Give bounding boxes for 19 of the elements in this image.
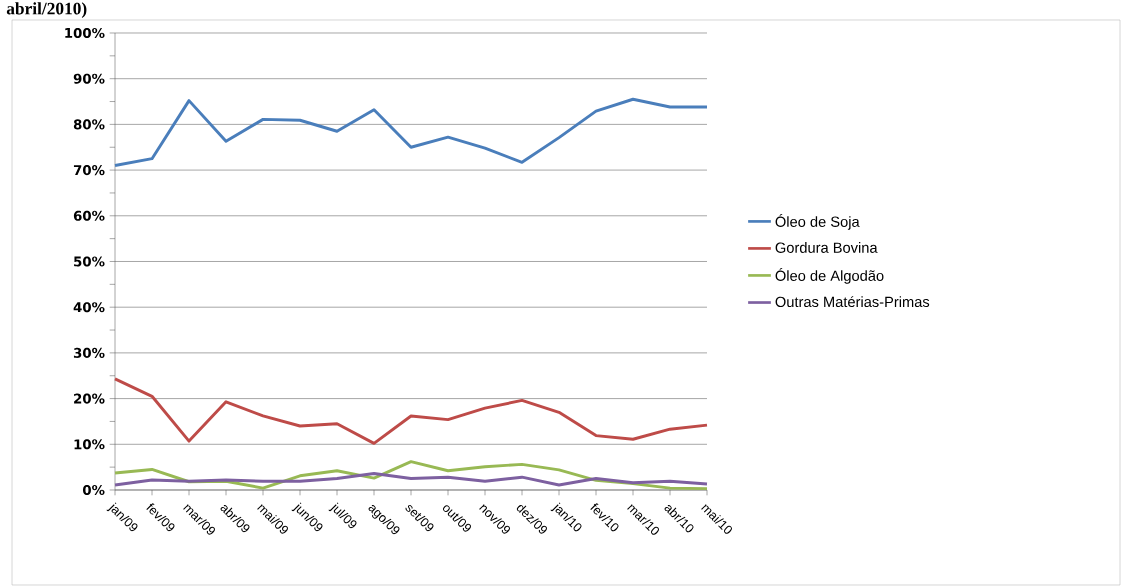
y-tick-label: 30% bbox=[73, 347, 105, 358]
line-series bbox=[113, 377, 709, 445]
line-series bbox=[113, 472, 709, 487]
y-tick-label: 100% bbox=[65, 27, 105, 39]
legend-label: Óleo de Algodão bbox=[775, 268, 884, 284]
y-tick-label: 0% bbox=[82, 484, 105, 496]
y-tick-label: 50% bbox=[74, 256, 105, 267]
y-tick-label: 80% bbox=[73, 119, 105, 130]
y-tick-label: 60% bbox=[73, 210, 105, 221]
line-series bbox=[113, 97, 709, 167]
y-tick-label: 70% bbox=[73, 165, 105, 176]
legend-label: Outras Matérias-Primas bbox=[775, 296, 930, 308]
legend-label: Óleo de Soja bbox=[775, 214, 860, 230]
chart-title: abril/2010) bbox=[6, 2, 87, 18]
y-tick-label: 10% bbox=[74, 439, 105, 450]
y-tick-label: 90% bbox=[73, 73, 105, 84]
y-tick-label: 20% bbox=[74, 393, 105, 404]
y-tick-label: 40% bbox=[73, 302, 105, 313]
legend-label: Gordura Bovina bbox=[775, 242, 878, 253]
